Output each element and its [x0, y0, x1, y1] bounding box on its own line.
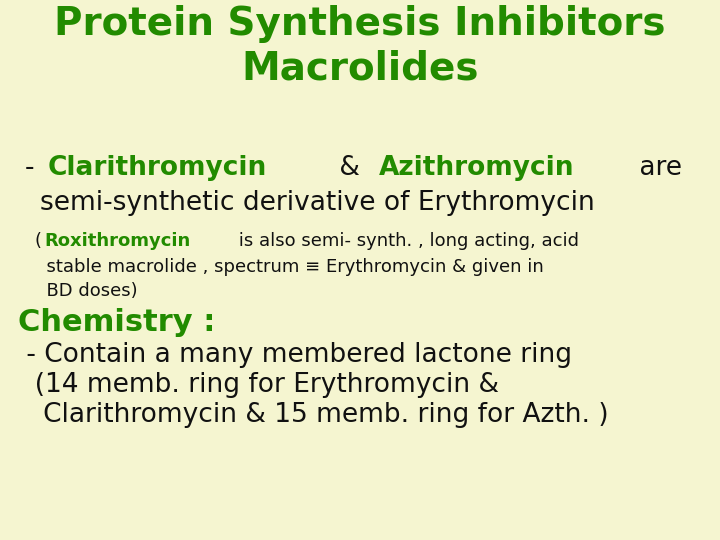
Text: &: & — [331, 155, 368, 181]
Text: (: ( — [35, 232, 42, 250]
Text: is also semi- synth. , long acting, acid: is also semi- synth. , long acting, acid — [233, 232, 579, 250]
Text: Clarithromycin: Clarithromycin — [48, 155, 267, 181]
Text: semi-synthetic derivative of Erythromycin: semi-synthetic derivative of Erythromyci… — [40, 190, 595, 216]
Text: (14 memb. ring for Erythromycin &: (14 memb. ring for Erythromycin & — [18, 372, 499, 398]
Text: Chemistry :: Chemistry : — [18, 308, 215, 337]
Text: Azithromycin: Azithromycin — [379, 155, 575, 181]
Text: BD doses): BD doses) — [35, 282, 138, 300]
Text: - Contain a many membered lactone ring: - Contain a many membered lactone ring — [18, 342, 572, 368]
Text: are: are — [631, 155, 683, 181]
Text: Protein Synthesis Inhibitors
Macrolides: Protein Synthesis Inhibitors Macrolides — [54, 5, 666, 87]
Text: Clarithromycin & 15 memb. ring for Azth. ): Clarithromycin & 15 memb. ring for Azth.… — [18, 402, 608, 428]
Text: stable macrolide , spectrum ≡ Erythromycin & given in: stable macrolide , spectrum ≡ Erythromyc… — [35, 258, 544, 276]
Text: -: - — [25, 155, 43, 181]
Text: Roxithromycin: Roxithromycin — [44, 232, 190, 250]
